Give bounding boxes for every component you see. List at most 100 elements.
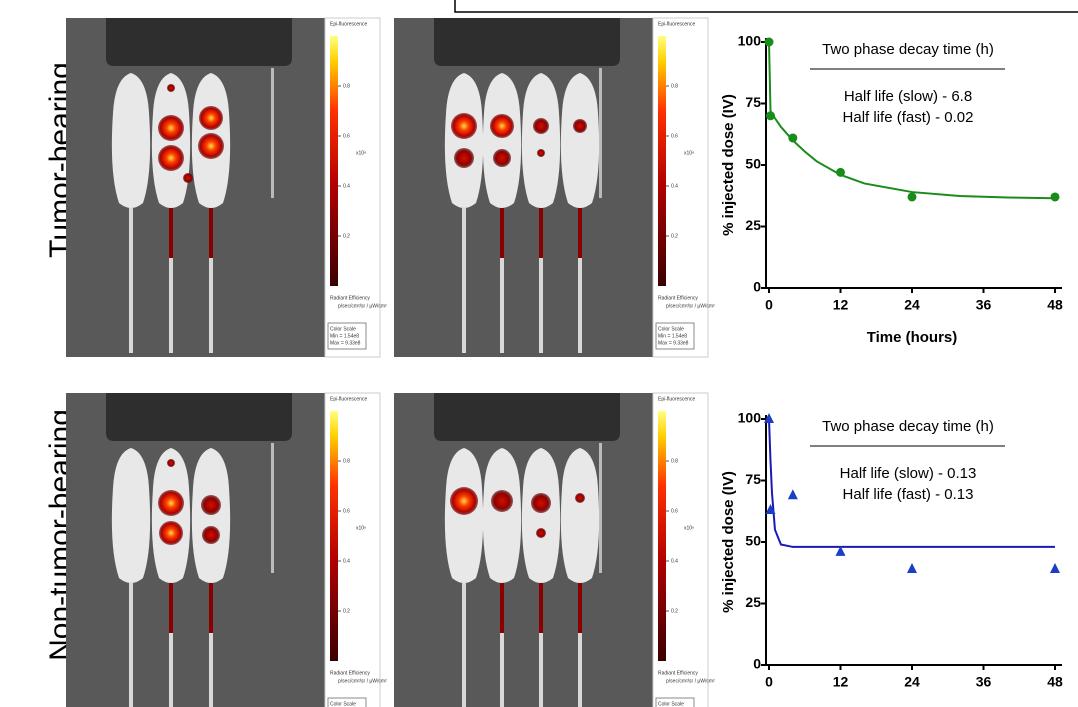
- signal: [490, 114, 514, 138]
- tail-signal: [539, 583, 543, 633]
- tail-signal: [578, 208, 582, 258]
- tail-signal: [169, 208, 173, 258]
- colorbar-label: 0.6: [343, 133, 350, 139]
- point: [764, 413, 774, 423]
- colorbar-label: 0.8: [671, 83, 678, 89]
- tail-signal: [539, 208, 543, 258]
- x-tick-label: 0: [765, 297, 773, 313]
- y-tick-label: 25: [745, 594, 761, 610]
- units-sub: p/sec/cm²/sr / µW/cm²: [338, 678, 387, 684]
- tail: [500, 208, 504, 353]
- scale-title: Color Scale: [330, 701, 356, 707]
- point: [787, 489, 798, 500]
- x-tick-label: 36: [976, 674, 992, 690]
- image-panel: Epi-fluorescence 0.8 0.6 0.4 0.2 x10⁸ Radiant …: [394, 17, 715, 358]
- signal: [201, 495, 221, 515]
- tail: [209, 208, 213, 353]
- tail: [500, 583, 504, 707]
- point: [1050, 563, 1060, 574]
- colorbar-label: 0.8: [671, 458, 678, 464]
- device: [106, 393, 292, 441]
- panel-mode: Epi-fluorescence: [330, 21, 367, 27]
- panel-mode: Epi-fluorescence: [658, 21, 695, 27]
- scale-title: Color Scale: [330, 326, 356, 332]
- x-tick-label: 48: [1047, 297, 1063, 313]
- y-tick-label: 0: [753, 656, 761, 672]
- signal: [158, 490, 184, 516]
- units: Radiant Efficiency: [658, 670, 698, 676]
- colorbar: [330, 36, 338, 286]
- image-panel: Epi-fluorescence 0.8 0.6 0.4 0.2 x10⁸ Radiant …: [394, 392, 715, 707]
- signal: [575, 493, 585, 503]
- tail: [539, 208, 543, 353]
- tail: [578, 583, 582, 707]
- rod: [599, 443, 602, 573]
- x-tick-label: 24: [904, 674, 920, 690]
- rod: [271, 443, 274, 573]
- colorbar-label: 0.4: [671, 183, 678, 189]
- signal: [451, 113, 477, 139]
- mouse: [191, 448, 231, 583]
- scale-title: Color Scale: [658, 326, 684, 332]
- x-axis-title: Time (hours): [867, 329, 958, 346]
- signal: [536, 528, 546, 538]
- rod: [599, 68, 602, 198]
- colorbar-label: 0.8: [343, 83, 350, 89]
- fit-curve: [768, 418, 1055, 548]
- units-sub: p/sec/cm²/sr / µW/cm²: [666, 303, 715, 309]
- signal: [537, 149, 545, 157]
- tail-signal: [500, 583, 504, 633]
- mouse: [111, 448, 151, 583]
- point: [765, 111, 775, 121]
- signal: [158, 145, 184, 171]
- tail-signal: [209, 208, 213, 258]
- mouse: [111, 73, 151, 208]
- y-tick-label: 100: [738, 33, 762, 49]
- multiplier: x10⁸: [356, 525, 366, 531]
- image-panel: Epi-fluorescence 0.8 0.6 0.4 0.2 x10⁸ Radiant …: [66, 392, 387, 707]
- device: [434, 18, 620, 66]
- x-tick-label: 0: [765, 674, 773, 690]
- y-tick-label: 25: [745, 217, 761, 233]
- y-axis-title: % injected dose (IV): [720, 94, 737, 236]
- x-tick-label: 48: [1047, 674, 1063, 690]
- tail: [169, 208, 173, 353]
- colorbar-label: 0.4: [343, 183, 350, 189]
- scale-box: [655, 322, 695, 350]
- point: [1050, 192, 1060, 202]
- panel-mode: Epi-fluorescence: [330, 396, 367, 402]
- colorbar-label: 0.6: [671, 133, 678, 139]
- x-tick-label: 12: [833, 297, 849, 313]
- tail: [462, 208, 466, 353]
- annotation: Half life (fast) - 0.02: [843, 109, 974, 126]
- units: Radiant Efficiency: [330, 295, 370, 301]
- signal: [491, 490, 513, 512]
- colorbar-label: 0.4: [343, 558, 350, 564]
- multiplier: x10⁸: [684, 525, 694, 531]
- colorbar-label: 0.2: [343, 608, 350, 614]
- annotation: Half life (fast) - 0.13: [843, 486, 974, 503]
- scale-min: Min = 1.54e8: [330, 333, 359, 339]
- scale-box: [327, 322, 367, 350]
- frame: [454, 0, 1078, 13]
- multiplier: x10⁸: [356, 150, 366, 156]
- point: [907, 192, 917, 202]
- units-sub: p/sec/cm²/sr / µW/cm²: [338, 303, 387, 309]
- y-tick-label: 0: [753, 279, 761, 295]
- units: Radiant Efficiency: [658, 295, 698, 301]
- tail-signal: [500, 208, 504, 258]
- signal: [533, 118, 549, 134]
- scale-max: Max = 9.33e8: [658, 340, 689, 346]
- colorbar-label: 0.8: [343, 458, 350, 464]
- point: [907, 563, 917, 574]
- x-tick-label: 24: [904, 297, 920, 313]
- signal: [199, 106, 223, 130]
- image-panel: Epi-fluorescence 0.8 0.6 0.4 0.2 x10⁸ Radiant …: [66, 17, 387, 358]
- tail-signal: [169, 583, 173, 633]
- signal: [167, 84, 175, 92]
- point: [764, 37, 774, 47]
- image-bg: [394, 18, 653, 357]
- colorbar: [658, 36, 666, 286]
- mouse: [560, 73, 600, 208]
